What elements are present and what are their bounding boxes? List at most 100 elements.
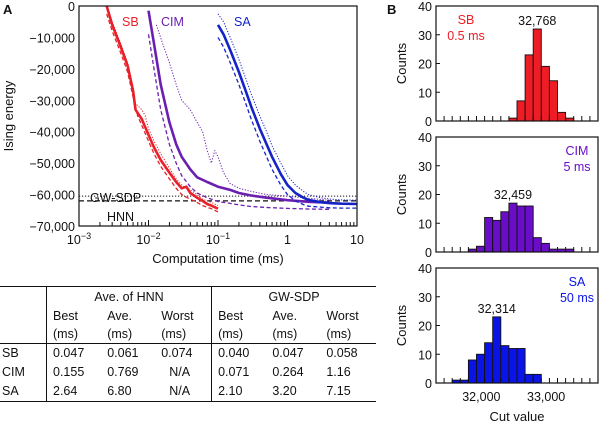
histogram-bar <box>492 316 502 384</box>
histogram-bar <box>459 379 469 384</box>
plot-frame <box>435 267 599 384</box>
col-header: Ave. <box>272 308 298 323</box>
panel-label-b: B <box>387 2 396 17</box>
y-tick-label: −20,000 <box>29 63 75 77</box>
y-tick-labels: 0 −10,000 −20,000 −30,000 −40,000 −50,000 −60,… <box>29 0 75 234</box>
x-tick-label: 10 <box>350 233 364 247</box>
table-corner <box>0 286 47 307</box>
y-tick-label: 0 <box>425 377 432 391</box>
y-tick-label: 30 <box>418 160 432 174</box>
histogram-bar <box>565 117 575 122</box>
histogram-bar <box>524 54 534 122</box>
x-axis-label: Computation time (ms) <box>152 251 283 266</box>
peak-value-label: 32,314 <box>478 302 516 316</box>
y-axis-label: Counts <box>394 304 409 346</box>
table-row: CIM 0.155 0.769 N/A 0.071 0.264 1.16 <box>0 363 376 382</box>
method-label: CIM <box>566 144 589 158</box>
x-tick-label: 32,000 <box>462 390 500 404</box>
histogram-bar <box>548 248 558 253</box>
time-label: 5 ms <box>563 160 590 174</box>
y-tick-label: 30 <box>418 29 432 43</box>
cim-best-line <box>147 34 330 210</box>
x-tick-label: 1 <box>284 233 291 247</box>
energy-vs-time-chart: A 0 −10,000 −20,000 −30,000 −40,000 −50,000 −6… <box>1 0 364 266</box>
gw-sdp-label: GW-SDP <box>90 191 141 205</box>
hnn-label: HNN <box>107 210 134 224</box>
peak-value-label: 32,768 <box>518 14 556 28</box>
histogram-bar <box>532 237 542 253</box>
histogram-bar <box>516 348 526 384</box>
histogram-bar <box>508 117 518 122</box>
cell: N/A <box>169 365 191 379</box>
x-tick-labels: 10−3 10−2 10−1 1 10 <box>67 231 364 247</box>
histogram-sb: 0 10 20 30 40 Counts SB 0.5 ms 32,768 <box>394 0 599 129</box>
histogram-bar <box>476 353 486 384</box>
cell: 0.264 <box>272 365 304 379</box>
y-tick-label: 10 <box>418 217 432 231</box>
cell: 0.058 <box>326 346 358 360</box>
cell: 0.061 <box>107 346 139 360</box>
histogram-bar <box>484 342 494 384</box>
cim-series-label: CIM <box>161 15 184 29</box>
y-tick-label: 0 <box>425 246 432 260</box>
y-tick-label: −40,000 <box>29 126 75 140</box>
histogram-bar <box>467 248 477 253</box>
col-unit: (ms) <box>155 325 212 344</box>
plot-frame <box>435 136 599 253</box>
x-tick-label: 10−3 <box>67 231 91 247</box>
sb-worst-line <box>106 5 219 207</box>
histogram-bar <box>548 80 558 122</box>
y-tick-label: 30 <box>418 291 432 305</box>
histogram-bar <box>508 348 518 384</box>
y-tick-label: −50,000 <box>29 157 75 171</box>
group-header-gwsdp: GW-SDP <box>211 286 376 307</box>
time-label: 0.5 ms <box>447 29 485 43</box>
y-tick-label: 20 <box>418 320 432 334</box>
col-header: Best <box>46 307 102 325</box>
histogram-bar <box>476 245 486 253</box>
y-tick-label: 0 <box>68 0 75 14</box>
sb-best-line <box>106 13 219 213</box>
y-tick-label: 20 <box>418 58 432 72</box>
histogram-bar <box>557 111 567 122</box>
cell: 2.64 <box>46 382 102 402</box>
table-row: SA 2.64 6.80 N/A 2.10 3.20 7.15 <box>0 382 376 402</box>
peak-value-label: 32,459 <box>494 188 532 202</box>
method-label: SA <box>569 275 586 289</box>
y-tick-label: −10,000 <box>29 31 75 45</box>
time-label: 50 ms <box>560 291 594 305</box>
cell: 0.769 <box>107 365 139 379</box>
b-x-axis-label: Cut value <box>490 409 545 424</box>
y-tick-label: −60,000 <box>29 189 75 203</box>
plot-frame <box>435 5 599 122</box>
histogram-bar <box>500 345 510 384</box>
sa-best-line <box>217 37 357 209</box>
y-tick-label: −30,000 <box>29 94 75 108</box>
y-tick-label: 40 <box>418 262 432 276</box>
row-label: CIM <box>2 365 25 379</box>
cell: 0.155 <box>46 363 102 382</box>
row-label: SA <box>0 382 47 402</box>
cell: 0.040 <box>211 343 267 363</box>
col-header: Best <box>211 307 267 325</box>
histogram-bar <box>532 373 542 384</box>
y-tick-label: 40 <box>418 131 432 145</box>
histogram-bar <box>532 28 542 122</box>
col-header: Worst <box>326 308 359 323</box>
histogram-bar <box>516 100 526 122</box>
sa-worst-line <box>217 13 358 201</box>
col-header: Ave. <box>107 308 133 323</box>
method-label: SB <box>458 13 475 27</box>
sb-average-line <box>105 5 219 210</box>
y-tick-label: 20 <box>418 189 432 203</box>
x-tick-label: 33,000 <box>527 390 565 404</box>
histogram-bar <box>524 373 534 384</box>
y-tick-label: 0 <box>425 115 432 129</box>
histogram-bar <box>540 65 550 122</box>
histogram-bar <box>484 217 494 253</box>
histogram-bar <box>565 248 575 253</box>
timing-table: Ave. of HNN GW-SDP Best Ave. Worst Best … <box>0 286 376 402</box>
cell: 0.071 <box>211 363 267 382</box>
cell: 0.047 <box>46 343 102 363</box>
panel-label-a: A <box>3 2 13 17</box>
